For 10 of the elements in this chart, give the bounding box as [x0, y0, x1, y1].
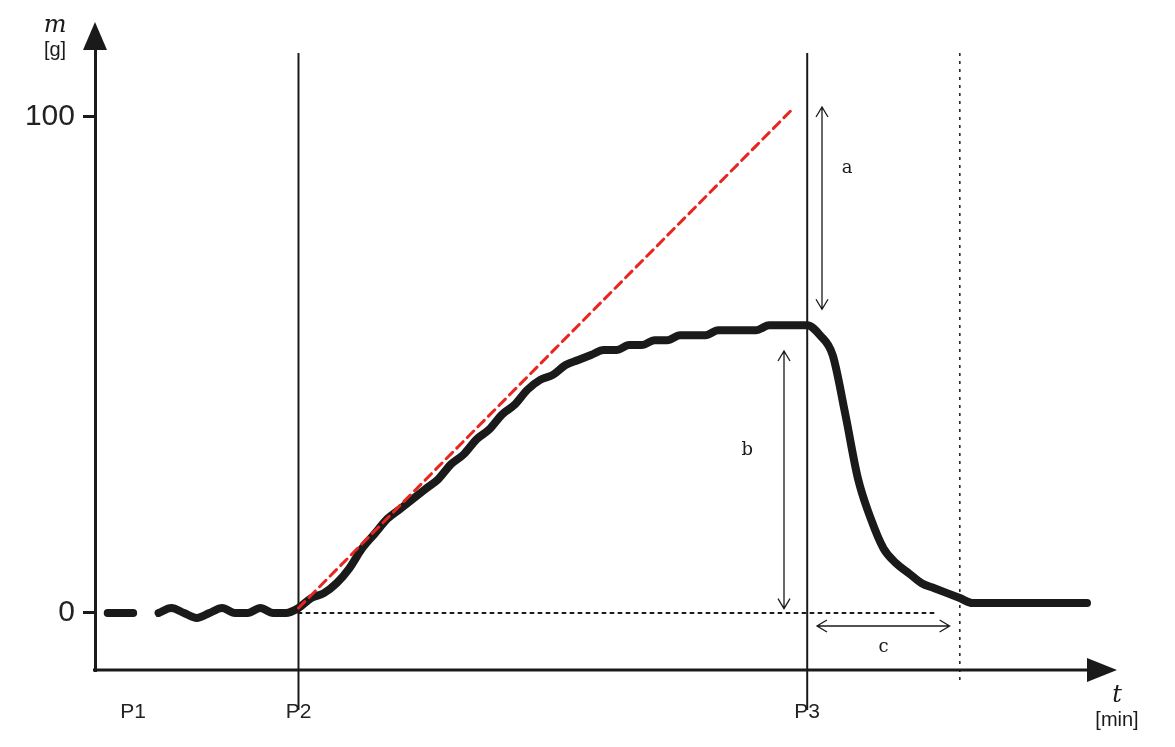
x-tick-label: P3	[794, 699, 821, 723]
y-tick-label: 0	[58, 594, 75, 628]
annotation: a	[841, 155, 853, 177]
x-tick-label: P2	[285, 699, 312, 723]
y-axis-title: m [g]	[43, 10, 67, 60]
annotation: c	[878, 634, 889, 656]
x-axis-title: t [min]	[1095, 680, 1139, 730]
x-tick-label: P1	[120, 699, 146, 723]
annotation: b	[741, 437, 753, 459]
y-tick-label: 100	[24, 98, 75, 132]
